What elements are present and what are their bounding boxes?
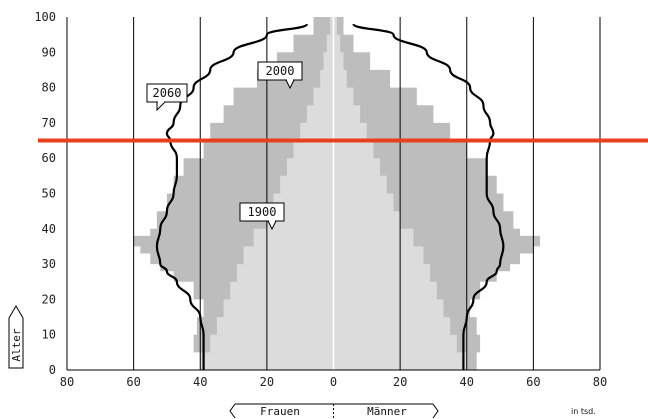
- footer-labels: Alter Frauen Männer in tsd.: [8, 305, 596, 419]
- x-tick-label: 60: [126, 375, 140, 389]
- axes: 80 60 40 20 0 20 40 60 80 0 10 20 30 40 50 60 70 80 90 100: [34, 10, 648, 389]
- x-tick-label: 0: [330, 375, 337, 389]
- y-tick-label: 10: [42, 328, 56, 342]
- left-arrow: [229, 403, 236, 419]
- x-tick-label: 40: [460, 375, 474, 389]
- callout-label: 2000: [266, 64, 295, 78]
- label-frauen: Frauen: [260, 405, 300, 418]
- y-axis-title: Alter: [8, 305, 24, 369]
- y-axis-title-box: [8, 305, 24, 369]
- callout-pointer: [156, 101, 167, 112]
- y-tick-label: 30: [42, 257, 56, 271]
- y-tick-label: 60: [42, 151, 56, 165]
- callout-2060: 2060: [146, 83, 188, 112]
- right-arrow: [432, 403, 439, 419]
- population-areas: [133, 17, 540, 370]
- x-tick-label: 80: [60, 375, 74, 389]
- callout-box: [257, 61, 303, 81]
- y-tick-label: 40: [42, 222, 56, 236]
- x-tick-label: 60: [526, 375, 540, 389]
- year-callouts: 2060 2000 1900: [146, 61, 303, 231]
- line-2060-men: [352, 23, 505, 370]
- y-tick-label: 70: [42, 116, 56, 130]
- unit-label: in tsd.: [571, 407, 596, 416]
- callout-1900: 1900: [239, 202, 285, 231]
- y-tick-label: 20: [42, 292, 56, 306]
- y-tick-label: 50: [42, 187, 56, 201]
- sex-labels: Frauen Männer: [229, 403, 439, 419]
- x-tick-label: 20: [260, 375, 274, 389]
- y-tick-label: 80: [42, 81, 56, 95]
- callout-label: 2060: [153, 86, 182, 100]
- x-tick-label: 20: [393, 375, 407, 389]
- callout-box: [146, 83, 188, 103]
- label-maenner: Männer: [367, 405, 407, 418]
- callout-label: 1900: [248, 205, 277, 219]
- callout-box: [239, 202, 285, 222]
- y-tick-label: 100: [34, 10, 56, 24]
- x-tick-label: 80: [593, 375, 607, 389]
- y-tick-label: 90: [42, 45, 56, 59]
- y-tick-label: 0: [49, 363, 56, 377]
- callout-2000: 2000: [257, 61, 303, 90]
- y-axis-title-text: Alter: [10, 328, 23, 361]
- population-lines: [155, 23, 505, 371]
- x-tick-label: 40: [193, 375, 207, 389]
- line-2060-women: [155, 23, 308, 371]
